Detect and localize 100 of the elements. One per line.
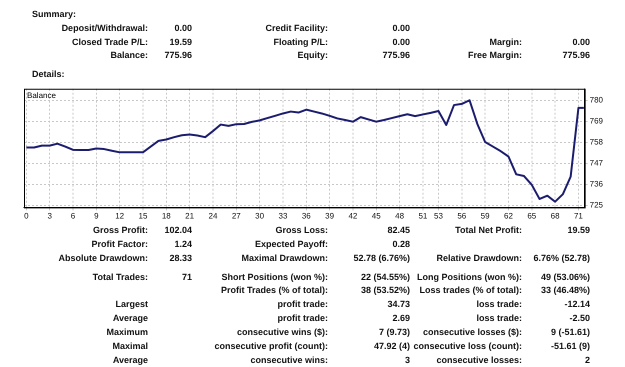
- text: Maximal: [112, 341, 148, 352]
- text: 33 (46.48%): [540, 285, 590, 296]
- text: consecutive wins ($):: [236, 327, 328, 338]
- text: 34.73: [387, 299, 410, 310]
- y-tick-label: 747: [590, 158, 604, 168]
- x-tick-label: 51: [418, 211, 428, 220]
- text: -51.61 (9): [550, 341, 590, 352]
- x-tick-label: 71: [574, 211, 584, 220]
- text: consecutive loss (count):: [413, 341, 522, 352]
- text: profit trade:: [278, 313, 328, 324]
- text: Margin:: [490, 37, 522, 48]
- x-tick-label: 42: [348, 211, 358, 220]
- text: consecutive wins:: [250, 355, 328, 366]
- text: 0.00: [174, 23, 192, 34]
- text: 3: [404, 355, 410, 366]
- text: Average: [112, 355, 148, 366]
- text: 775.96: [164, 50, 192, 61]
- text: Floating P/L:: [274, 37, 328, 48]
- text: -2.50: [569, 313, 590, 324]
- text: loss trade:: [476, 299, 522, 310]
- x-tick-label: 9: [94, 211, 100, 220]
- text: Expected Payoff:: [254, 239, 328, 250]
- text: Details:: [32, 69, 65, 80]
- x-tick-label: 21: [185, 211, 195, 220]
- x-tick-label: 62: [504, 211, 514, 220]
- text: 6.76% (52.78): [533, 253, 590, 264]
- text: Total Net Profit:: [455, 225, 522, 236]
- text: Largest: [115, 299, 148, 310]
- text: 82.45: [387, 225, 410, 236]
- x-tick-label: 65: [527, 211, 537, 220]
- text: consecutive profit (count):: [214, 341, 328, 352]
- text: 52.78 (6.76%): [353, 253, 410, 264]
- y-tick-label: 769: [590, 116, 604, 126]
- y-tick-label: 725: [590, 200, 604, 210]
- x-tick-label: 68: [550, 211, 560, 220]
- text: loss trade:: [476, 313, 522, 324]
- x-tick-label: 15: [138, 211, 148, 220]
- text: Equity:: [298, 50, 328, 61]
- text: 775.96: [562, 50, 590, 61]
- text: 0.00: [572, 37, 590, 48]
- text: Average: [112, 313, 148, 324]
- x-tick-label: 36: [302, 211, 312, 220]
- chart-title: Balance: [27, 91, 56, 100]
- text: Loss trades (% of total):: [419, 285, 522, 296]
- x-tick-label: 30: [255, 211, 265, 220]
- y-tick-label: 736: [590, 180, 604, 189]
- text: 22 (54.55%): [360, 272, 410, 283]
- text: Gross Loss:: [275, 225, 328, 236]
- text: Absolute Drawdown:: [58, 253, 148, 264]
- text: 38 (53.52%): [360, 285, 410, 296]
- x-tick-label: 53: [434, 211, 444, 220]
- x-tick-label: 3: [47, 211, 52, 220]
- text: Maximal Drawdown:: [241, 253, 328, 264]
- x-tick-label: 56: [457, 211, 467, 220]
- text: Profit Factor:: [91, 239, 148, 250]
- text: 28.33: [169, 253, 192, 264]
- text: 71: [182, 272, 192, 283]
- x-tick-label: 45: [372, 211, 382, 220]
- text: 19.59: [169, 37, 192, 48]
- text: Free Margin:: [468, 50, 522, 61]
- y-tick-label: 758: [590, 138, 604, 147]
- text: Closed Trade P/L:: [72, 37, 148, 48]
- x-tick-label: 6: [70, 211, 76, 220]
- x-tick-label: 12: [115, 211, 125, 220]
- text: Long Positions (won %):: [417, 272, 522, 283]
- text: Short Positions (won %):: [222, 272, 328, 283]
- text: Deposit/Withdrawal:: [62, 23, 148, 34]
- x-tick-label: 39: [325, 211, 335, 220]
- text: 102.04: [164, 225, 192, 236]
- x-tick-label: 59: [480, 211, 490, 220]
- text: Balance:: [110, 50, 148, 61]
- y-tick-label: 780: [590, 95, 604, 104]
- text: Total Trades:: [92, 272, 148, 283]
- text: -12.14: [564, 299, 590, 310]
- text: Maximum: [106, 327, 148, 338]
- x-tick-label: 33: [278, 211, 288, 220]
- text: consecutive losses:: [436, 355, 522, 366]
- text: Relative Drawdown:: [436, 253, 522, 264]
- text: 2: [584, 355, 590, 366]
- text: Summary:: [32, 9, 76, 20]
- text: 0.28: [392, 239, 410, 250]
- text: 47.92 (4): [374, 341, 410, 352]
- x-tick-label: 18: [162, 211, 172, 220]
- text: profit trade:: [278, 299, 328, 310]
- text: 19.59: [567, 225, 590, 236]
- text: Gross Profit:: [92, 225, 148, 236]
- text: 9 (-51.61): [550, 327, 590, 338]
- text: Credit Facility:: [265, 23, 328, 34]
- x-tick-label: 0: [24, 211, 30, 220]
- text: 0.00: [392, 23, 410, 34]
- text: 49 (53.06%): [540, 272, 590, 283]
- text: 7 (9.73): [378, 327, 410, 338]
- x-tick-label: 24: [208, 211, 218, 220]
- text: Profit Trades (% of total):: [220, 285, 328, 296]
- x-tick-label: 48: [395, 211, 405, 220]
- x-tick-label: 27: [232, 211, 242, 220]
- text: 0.00: [392, 37, 410, 48]
- text: consecutive losses ($):: [422, 327, 522, 338]
- text: 1.24: [174, 239, 192, 250]
- text: 2.69: [392, 313, 410, 324]
